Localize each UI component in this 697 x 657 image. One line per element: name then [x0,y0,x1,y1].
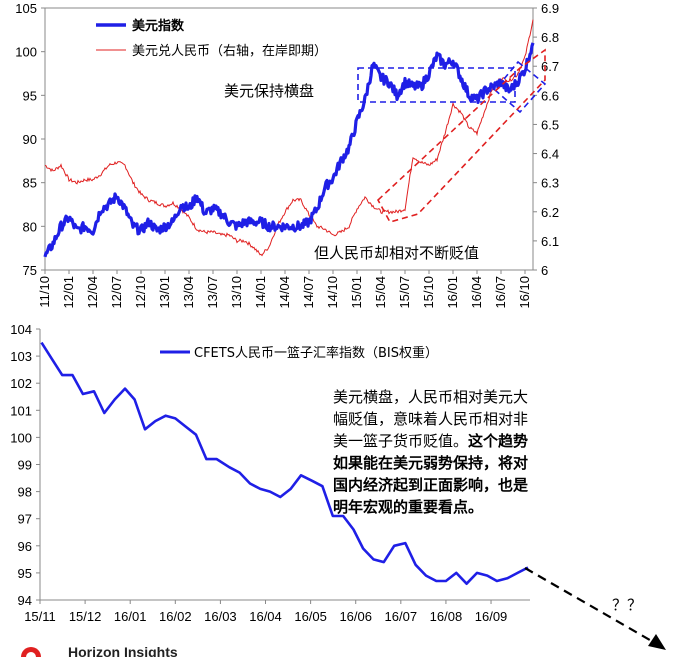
bottom-y-tick-label: 98 [18,485,32,500]
legend-label-cfets: CFETS人民币一篮子汇率指数（BIS权重） [194,345,438,361]
question-marks: ？？ [612,596,642,614]
legend-label-dxy: 美元指数 [132,18,185,34]
annotation-line-6: 明年宏观的重要看点。 [333,498,483,516]
right-tick-label: 6.3 [541,176,559,191]
x-tick-label: 14/10 [325,276,340,309]
x-tick-label: 14/01 [253,276,268,309]
right-tick-label: 6.4 [541,147,559,162]
left-tick-label: 75 [23,263,37,278]
left-tick-label: 100 [15,45,37,60]
bottom-legend: CFETS人民币一篮子汇率指数（BIS权重） [160,345,438,361]
left-tick-label: 90 [23,132,37,147]
bottom-x-tick-label: 16/09 [475,609,508,624]
x-tick-label: 16/07 [493,276,508,309]
x-tick-label: 15/01 [349,276,364,309]
x-tick-label: 12/04 [85,276,100,309]
annotation-line-5: 国内经济起到正面影响，也是 [333,476,529,494]
bottom-y-tick-label: 103 [10,349,32,364]
left-tick-label: 95 [23,88,37,103]
x-tick-label: 15/07 [397,276,412,309]
bottom-x-tick-label: 16/01 [114,609,147,624]
right-tick-label: 6.1 [541,234,559,249]
x-tick-label: 14/04 [277,276,292,309]
x-tick-label: 15/10 [421,276,436,309]
annotation-flat-dollar: 美元保持横盘 [224,82,314,100]
forecast-arrow-head [648,634,666,650]
x-tick-label: 13/10 [229,276,244,309]
bottom-y-tick-label: 100 [10,430,32,445]
left-tick-label: 85 [23,176,37,191]
x-tick-label: 13/04 [181,276,196,309]
bottom-x-tick-label: 16/06 [339,609,372,624]
right-tick-label: 6.9 [541,1,559,16]
bottom-y-tick-label: 99 [18,458,32,473]
bottom-x-axis: 15/11 15/12 16/01 16/02 16/03 16/04 16/05 16/06… [24,600,507,624]
bottom-x-tick-label: 16/02 [159,609,192,624]
red-channel-box [376,48,546,223]
logo-mark-inner [26,652,36,657]
x-tick-label: 12/10 [133,276,148,309]
bottom-x-tick-label: 16/05 [294,609,327,624]
bottom-y-tick-label: 102 [10,376,32,391]
x-tick-label: 12/07 [109,276,124,309]
left-tick-label: 80 [23,219,37,234]
bottom-x-tick-label: 16/08 [430,609,463,624]
right-tick-label: 6.7 [541,59,559,74]
x-tick-label: 12/01 [61,276,76,309]
bottom-y-tick-label: 104 [10,322,32,337]
x-tick-label: 16/10 [517,276,532,309]
bottom-y-tick-label: 95 [18,566,32,581]
top-x-axis: 11/10 12/01 12/04 12/07 12/10 13/01 13/04 13/07… [37,270,532,309]
annotation-line-2: 幅贬值，意味着人民币相对非 [333,410,528,428]
top-legend: 美元指数 美元兑人民币（右轴，在岸即期） [96,18,327,59]
bottom-y-tick-label: 101 [10,403,32,418]
right-tick-label: 6.2 [541,205,559,220]
x-tick-label: 13/01 [157,276,172,309]
annotation-line-4: 如果能在美元弱势保持，将对 [333,454,528,472]
bottom-x-tick-label: 15/11 [24,609,56,624]
annotation-line-3: 美一篮子货币贬值。这个趋势 [333,432,528,450]
bottom-x-tick-label: 16/07 [385,609,418,624]
right-tick-label: 6.5 [541,117,559,132]
annotation-rmb-depreciation: 但人民币却相对不断贬值 [314,244,479,262]
bottom-y-tick-label: 94 [18,593,32,608]
logo-text: Horizon Insights [68,644,178,657]
bottom-x-tick-label: 15/12 [69,609,102,624]
bottom-y-tick-label: 96 [18,539,32,554]
top-right-axis: 6 6.1 6.2 6.3 6.4 6.5 6.6 6.7 6.8 6.9 [533,1,559,278]
bottom-y-tick-label: 97 [18,512,32,527]
annotation-line-1: 美元横盘，人民币相对美元大 [333,388,528,406]
x-tick-label: 11/10 [37,276,52,308]
horizon-logo: Horizon Insights [21,644,178,657]
bottom-y-axis: 94 95 96 97 98 99 100 101 102 103 104 [10,322,40,608]
x-tick-label: 14/07 [301,276,316,309]
legend-label-usdcny: 美元兑人民币（右轴，在岸即期） [132,44,327,59]
x-tick-label: 15/04 [373,276,388,309]
cfets-series-line [40,341,529,586]
annotation-line-3-bold: 这个趋势 [468,432,528,450]
right-tick-label: 6.8 [541,30,559,45]
bottom-chart: 94 95 96 97 98 99 100 101 102 103 104 15/11 15/12 16… [10,322,666,657]
right-tick-label: 6.6 [541,88,559,103]
forecast-arrow-line [524,567,656,644]
bottom-x-tick-label: 16/03 [204,609,237,624]
x-tick-label: 16/04 [469,276,484,309]
top-left-axis: 75 80 85 90 95 100 105 [15,1,45,278]
flat-range-box [357,67,516,103]
usdcny-series-line [44,19,534,257]
dxy-series-line [43,42,535,258]
right-tick-label: 6 [541,263,548,278]
annotation-line-3-normal: 美一篮子货币贬值。 [333,432,468,450]
blue-trend-box [493,60,547,114]
x-tick-label: 13/07 [205,276,220,309]
left-tick-label: 105 [15,1,37,16]
bottom-x-tick-label: 16/04 [249,609,282,624]
x-tick-label: 16/01 [445,276,460,309]
